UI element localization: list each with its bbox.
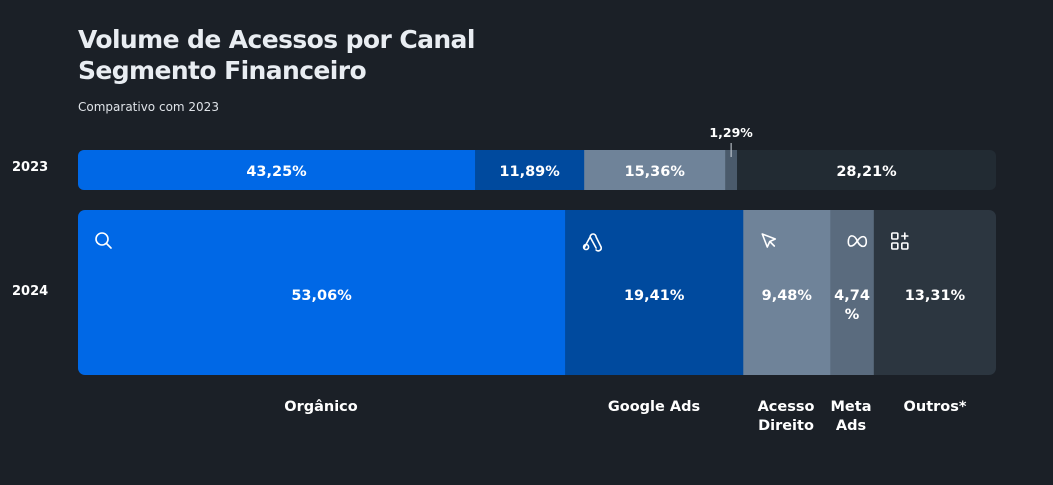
data-label-2023-acesso-direito: 15,36% [624, 164, 685, 180]
google-ads-icon [582, 233, 602, 252]
meta-icon [847, 235, 868, 248]
bar-row-2023 [78, 150, 996, 190]
bar-2024-acesso-direito [743, 210, 831, 375]
bar-2024-google-ads [565, 210, 744, 375]
category-label-meta-ads: Meta Ads [830, 399, 872, 434]
data-label-2023-outros: 28,21% [836, 164, 897, 180]
data-label-2023-organico: 43,25% [246, 164, 307, 180]
data-label-2024-acesso-direito: 9,48% [762, 288, 813, 304]
chart-title: Volume de Acessos por Canal Segmento Fin… [78, 24, 475, 86]
bar-2023-acesso-direito [584, 150, 726, 190]
chart-subtitle: Comparativo com 2023 [78, 100, 219, 114]
row-label-2024: 2024 [12, 284, 49, 299]
category-label-acesso-direito: Acesso Direito [757, 399, 815, 434]
data-label-2024-outros: 13,31% [905, 288, 966, 304]
bar-2023-organico [78, 150, 476, 190]
data-label-2023-google-ads: 11,89% [499, 164, 560, 180]
category-label-organico: Orgânico [284, 399, 358, 415]
bar-2023-meta-ads [725, 150, 738, 190]
bar-2024-organico [78, 210, 566, 375]
data-label-2024-organico: 53,06% [291, 288, 352, 304]
bar-2024-outros [873, 210, 996, 375]
cursor-icon [761, 233, 777, 248]
data-label-2023-meta-ads: 1,29% [709, 125, 753, 140]
title-line-2: Segmento Financeiro [78, 56, 367, 85]
title-line-1: Volume de Acessos por Canal [78, 25, 475, 54]
bar-2023-outros [737, 150, 996, 190]
row-label-2023: 2023 [12, 160, 49, 175]
apps-add-icon [891, 232, 909, 250]
data-label-2024-google-ads: 19,41% [624, 288, 685, 304]
category-label-outros: Outros* [903, 399, 967, 415]
category-label-google-ads: Google Ads [607, 399, 701, 415]
search-icon [95, 232, 112, 249]
data-label-2024-meta-ads: 4,74% [834, 288, 870, 323]
bar-2023-google-ads [475, 150, 585, 190]
bar-2024-meta-ads [830, 210, 875, 375]
bar-row-2024 [78, 210, 996, 375]
